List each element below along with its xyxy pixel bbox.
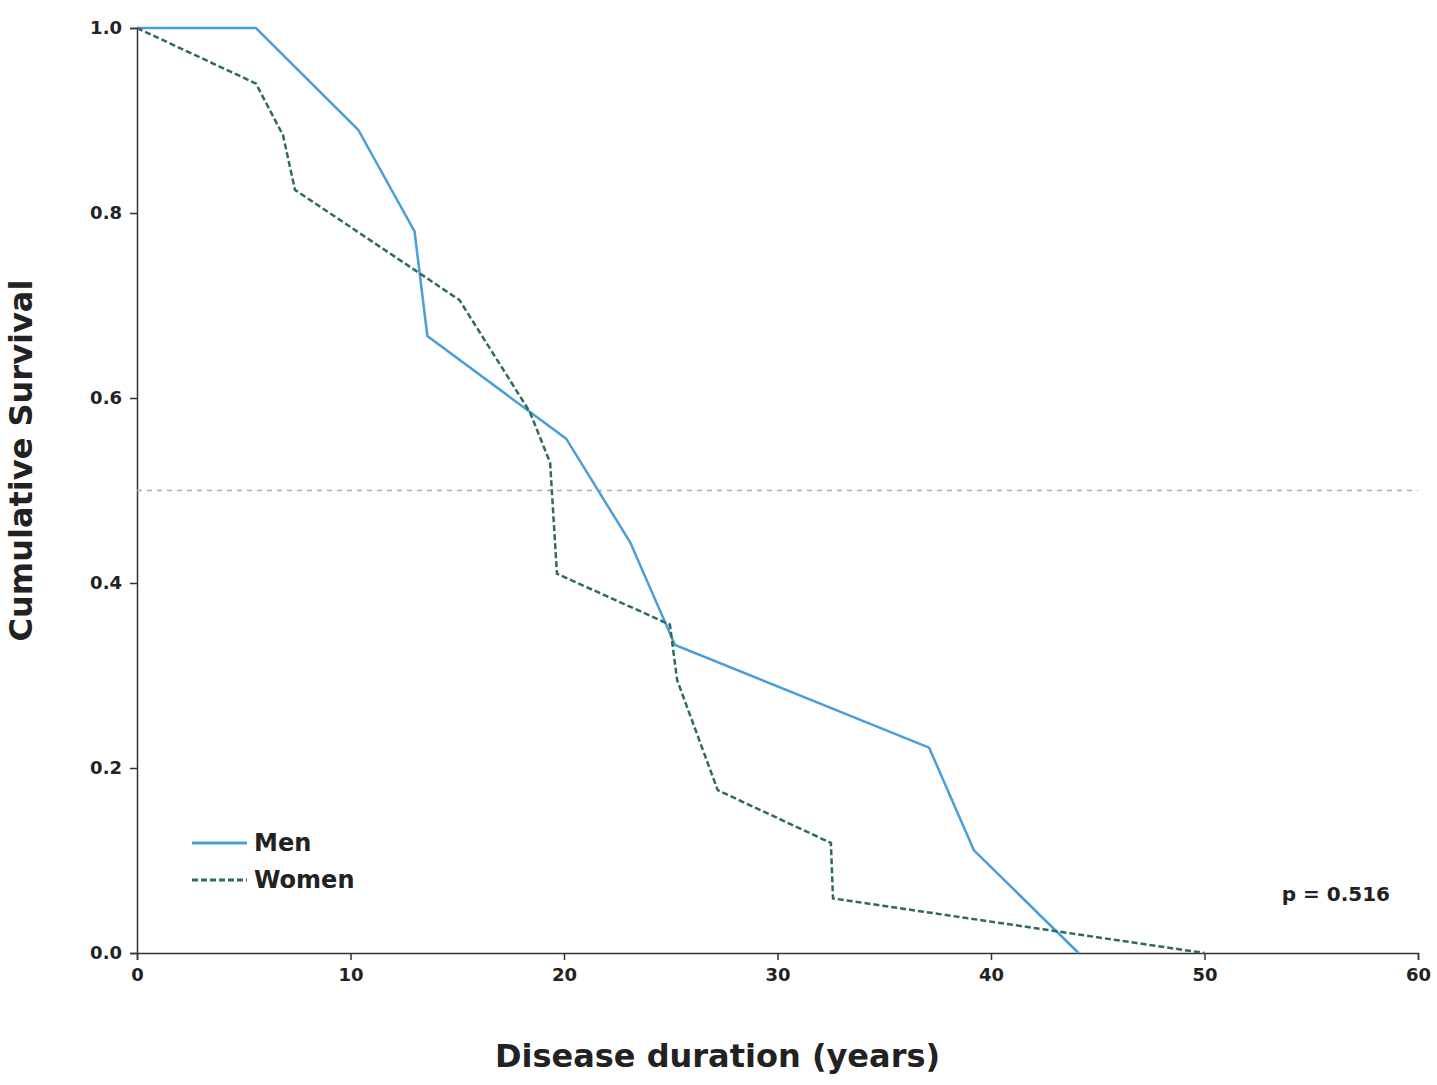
tick-mark: [350, 953, 352, 960]
annotation: p = 0.516: [1282, 882, 1390, 906]
x-axis-title: Disease duration (years): [495, 1037, 940, 1075]
series-line: [137, 28, 1205, 953]
tick: 0.0: [90, 942, 137, 963]
tick-mark: [130, 953, 137, 955]
tick: 10: [338, 953, 363, 985]
tick-mark: [1204, 953, 1206, 960]
tick-label: 50: [1192, 964, 1217, 985]
tick: 60: [1406, 953, 1431, 985]
tick-mark: [130, 768, 137, 770]
x-axis: 0 10 20 30 40 50 60: [131, 953, 1431, 985]
tick-label: 20: [552, 964, 577, 985]
chart: 0 10 20 30 40 50 60 0.0 0.2 0.4 0.6 0.8 1.0 Men Women D…: [0, 0, 1437, 1085]
tick: 0: [131, 953, 144, 985]
tick: 30: [765, 953, 790, 985]
tick-label: 1.0: [90, 17, 122, 38]
tick-mark: [991, 953, 993, 960]
y-axis-title: Cumulative Survival: [2, 280, 40, 642]
tick-mark: [130, 583, 137, 585]
tick-mark: [130, 28, 137, 30]
axis-line: [130, 29, 138, 954]
tick: 0.8: [90, 202, 137, 223]
tick-mark: [777, 953, 779, 960]
tick-label: 0: [131, 964, 144, 985]
tick-label: 0.2: [90, 757, 122, 778]
tick: 1.0: [90, 17, 137, 38]
legend-label: Women: [254, 866, 354, 894]
legend-label: Men: [254, 829, 311, 857]
legend: Men Women: [192, 829, 354, 894]
tick-label: 0.4: [90, 572, 122, 593]
tick-mark: [130, 398, 137, 400]
plot: 0 10 20 30 40 50 60 0.0 0.2 0.4 0.6 0.8 1.0 Men Women: [90, 17, 1431, 985]
tick-mark: [130, 213, 137, 215]
tick: 40: [979, 953, 1004, 985]
tick-mark: [1418, 953, 1420, 960]
reference-line: [137, 490, 1418, 492]
axis-line: [138, 954, 1419, 961]
tick: 0.6: [90, 387, 137, 408]
tick-label: 60: [1406, 964, 1431, 985]
legend-swatch: [192, 842, 247, 845]
tick: 20: [552, 953, 577, 985]
data-area: [137, 28, 1418, 953]
y-axis: 0.0 0.2 0.4 0.6 0.8 1.0: [90, 17, 137, 963]
tick-mark: [564, 953, 566, 960]
tick: 50: [1192, 953, 1217, 985]
tick-label: 10: [338, 964, 363, 985]
tick: 0.2: [90, 757, 137, 778]
tick-label: 0.8: [90, 202, 122, 223]
series-line: [137, 28, 1079, 953]
tick-label: 0.0: [90, 942, 122, 963]
tick-label: 40: [979, 964, 1004, 985]
tick: 0.4: [90, 572, 137, 593]
tick-label: 0.6: [90, 387, 122, 408]
tick-label: 30: [765, 964, 790, 985]
legend-swatch: [192, 879, 247, 882]
